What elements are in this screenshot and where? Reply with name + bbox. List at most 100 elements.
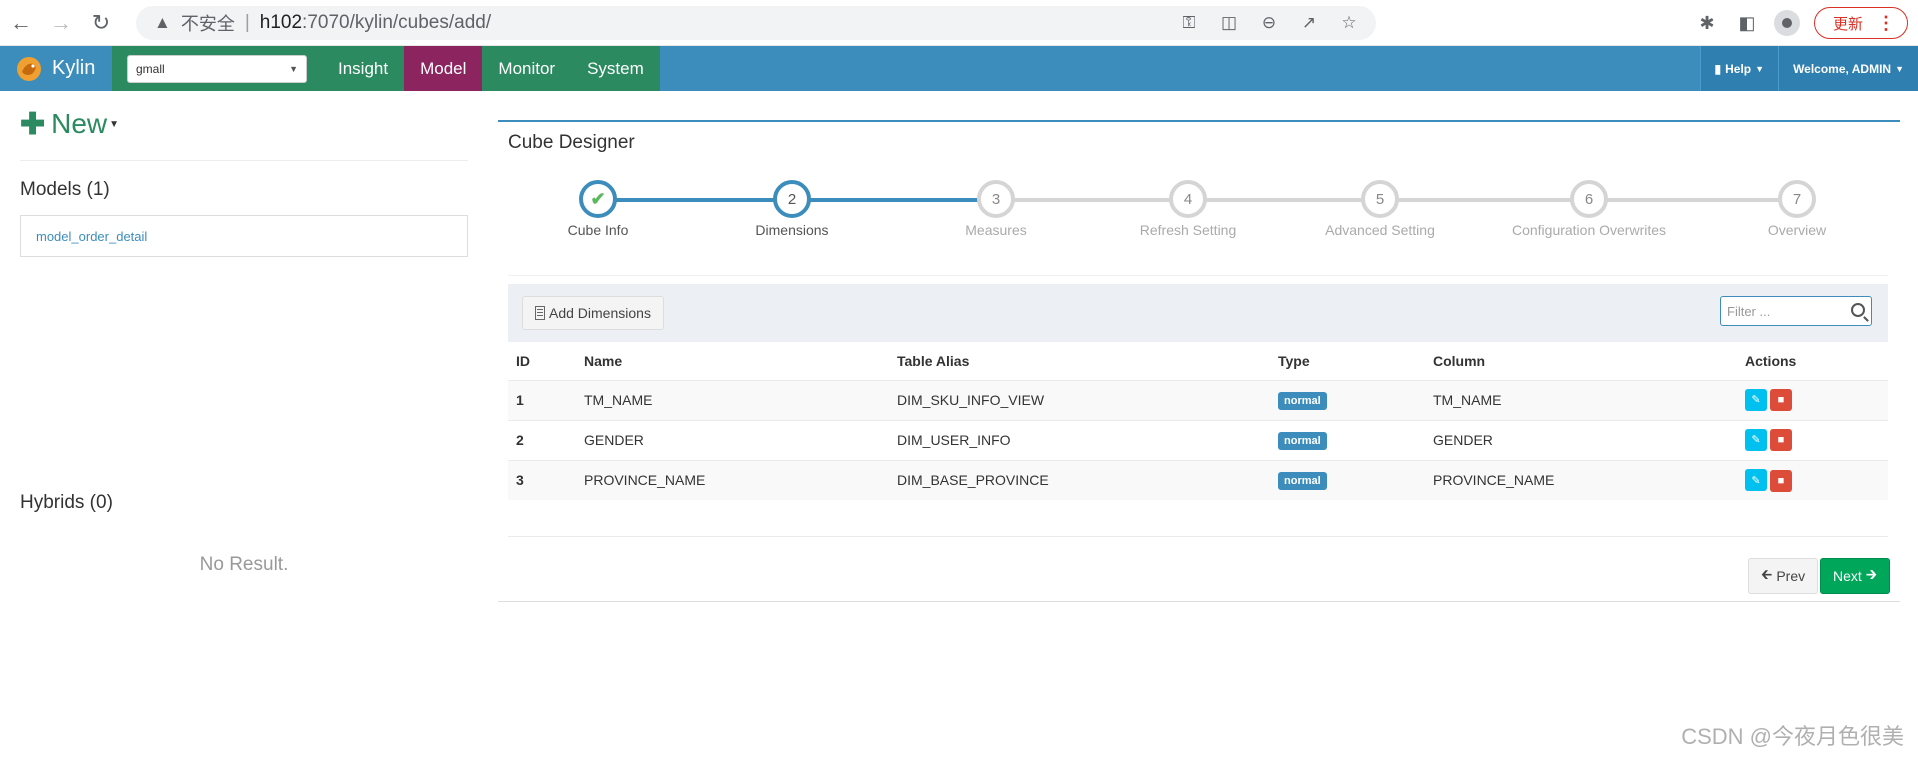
help-menu[interactable]: ▮ Help ▼ [1699, 46, 1779, 91]
table-row: 2 GENDER DIM_USER_INFO normal GENDER ✎ ■ [508, 419, 1888, 460]
forward-arrow-icon[interactable]: → [50, 9, 72, 35]
step-number: 4 [1169, 180, 1207, 218]
step-advanced-setting[interactable]: 5 Advanced Setting [1280, 176, 1480, 238]
col-header-column[interactable]: Column [1433, 352, 1486, 369]
step-label: Refresh Setting [1139, 222, 1237, 238]
cell-actions: ✎ ■ [1737, 379, 1888, 420]
book-icon: ▮ [1714, 61, 1722, 76]
cell-actions: ✎ ■ [1737, 459, 1888, 500]
bookmark-star-icon[interactable]: ☆ [1341, 13, 1357, 32]
nav-insight[interactable]: Insight [322, 46, 405, 91]
url-path: :7070/kylin/cubes/add/ [302, 12, 492, 33]
address-bar-icons: ⚿ ◫ ⊖ ↗ ☆ [1178, 6, 1360, 40]
prev-button[interactable]: 🡰 Prev [1748, 558, 1819, 594]
delete-trash-icon[interactable]: ■ [1770, 429, 1792, 452]
list-icon [535, 306, 545, 320]
step-refresh-setting[interactable]: 4 Refresh Setting [1088, 176, 1288, 238]
nav-model[interactable]: Model [404, 46, 483, 91]
cell-column: TM_NAME [1425, 379, 1737, 420]
col-header-name[interactable]: Name [584, 352, 623, 369]
step-label: Configuration Overwrites [1511, 222, 1667, 238]
panel-title: Cube Designer [508, 132, 635, 153]
cell-id: 1 [508, 379, 576, 420]
models-title: Models (1) [20, 179, 110, 200]
step-label: Overview [1767, 222, 1827, 238]
edit-pencil-icon[interactable]: ✎ [1745, 428, 1767, 451]
cell-name: TM_NAME [576, 379, 889, 420]
step-overview[interactable]: 7 Overview [1697, 176, 1897, 238]
url-separator: | [244, 12, 250, 33]
cell-table-alias: DIM_SKU_INFO_VIEW [889, 379, 1270, 420]
welcome-label: Welcome, ADMIN [1793, 61, 1892, 76]
project-selected-value: gmall [136, 61, 165, 76]
side-panel-icon[interactable]: ◧ [1738, 12, 1756, 33]
step-measures[interactable]: 3 Measures [896, 176, 1096, 238]
plus-icon: ✚ [20, 107, 46, 141]
back-arrow-icon[interactable]: ← [10, 9, 32, 35]
cell-name: PROVINCE_NAME [576, 459, 889, 500]
cell-actions: ✎ ■ [1737, 419, 1888, 460]
project-select[interactable]: gmall ▼ [127, 54, 307, 83]
edit-pencil-icon[interactable]: ✎ [1745, 469, 1767, 491]
col-header-id[interactable]: ID [516, 352, 530, 369]
table-header-row: ID Name Table Alias Type Column Actions [508, 342, 1888, 380]
project-selector-wrap: gmall ▼ [112, 46, 322, 91]
hybrids-title: Hybrids (0) [20, 492, 113, 513]
nav-system[interactable]: System [571, 46, 660, 91]
help-label: Help [1725, 61, 1752, 76]
cell-table-alias: DIM_BASE_PROVINCE [889, 459, 1270, 500]
user-menu[interactable]: Welcome, ADMIN ▼ [1778, 46, 1918, 91]
filter-placeholder: Filter ... [1727, 303, 1771, 319]
next-label: Next [1833, 568, 1862, 584]
no-result-text: No Result. [199, 554, 289, 575]
share-icon[interactable]: ↗ [1301, 13, 1317, 32]
warning-icon: ▲ [154, 13, 171, 32]
col-header-type[interactable]: Type [1278, 352, 1310, 369]
zoom-out-icon[interactable]: ⊖ [1261, 13, 1277, 32]
delete-trash-icon[interactable]: ■ [1770, 469, 1792, 492]
cell-type: normal [1270, 419, 1425, 460]
search-icon [1851, 303, 1865, 317]
divider [20, 160, 468, 161]
translate-icon[interactable]: ◫ [1220, 13, 1238, 32]
step-label: Measures [965, 222, 1027, 238]
reload-icon[interactable]: ↻ [91, 9, 111, 35]
chevron-down-icon: ▼ [1895, 63, 1904, 74]
menu-dots-icon: ⋮ [1877, 12, 1895, 33]
step-number: 6 [1570, 180, 1608, 218]
update-button[interactable]: 更新 ⋮ [1813, 7, 1908, 39]
key-icon[interactable]: ⚿ [1182, 13, 1196, 32]
cell-table-alias: DIM_USER_INFO [889, 419, 1270, 460]
profile-avatar-icon[interactable] [1773, 10, 1800, 36]
step-cube-info[interactable]: ✔ Cube Info [498, 176, 698, 238]
cell-id: 2 [508, 419, 576, 460]
left-panel: ✚ New ▼ Models (1) model_order_detail Hy… [20, 104, 468, 575]
step-dimensions[interactable]: 2 Dimensions [692, 176, 892, 238]
col-header-table-alias[interactable]: Table Alias [897, 352, 970, 369]
cell-type: normal [1270, 379, 1425, 420]
extensions-puzzle-icon[interactable]: ✱ [1699, 12, 1715, 33]
cube-designer-panel: Cube Designer ✔ Cube Info 2 Dimensions 3… [498, 120, 1900, 602]
arrow-left-icon: 🡰 [1761, 566, 1773, 582]
kylin-navbar: Kylin gmall ▼ Insight Model Monitor Syst… [0, 46, 1918, 91]
table-row: 1 TM_NAME DIM_SKU_INFO_VIEW normal TM_NA… [508, 379, 1888, 420]
next-button[interactable]: Next 🡲 [1820, 558, 1891, 594]
address-bar[interactable]: ▲ 不安全 | h102 :7070/kylin/cubes/add/ ⚿ ◫ … [136, 6, 1376, 40]
brand[interactable]: Kylin [0, 46, 112, 91]
dimensions-toolbar: Add Dimensions Filter ... [508, 284, 1888, 342]
delete-trash-icon[interactable]: ■ [1770, 389, 1792, 412]
cell-id: 3 [508, 459, 576, 500]
dimensions-table: ID Name Table Alias Type Column Actions … [508, 342, 1888, 500]
model-list-item[interactable]: model_order_detail [20, 215, 468, 257]
add-dimensions-button[interactable]: Add Dimensions [522, 296, 664, 330]
update-label: 更新 [1832, 15, 1863, 33]
add-dimensions-label: Add Dimensions [549, 305, 651, 321]
kylin-logo-icon [17, 56, 41, 81]
arrow-right-icon: 🡲 [1865, 566, 1878, 582]
nav-monitor[interactable]: Monitor [482, 46, 572, 91]
edit-pencil-icon[interactable]: ✎ [1745, 388, 1767, 411]
step-configuration-overwrites[interactable]: 6 Configuration Overwrites [1489, 176, 1689, 238]
new-button[interactable]: ✚ New ▼ [20, 104, 468, 144]
filter-input[interactable]: Filter ... [1720, 296, 1872, 326]
cell-type: normal [1270, 459, 1425, 500]
